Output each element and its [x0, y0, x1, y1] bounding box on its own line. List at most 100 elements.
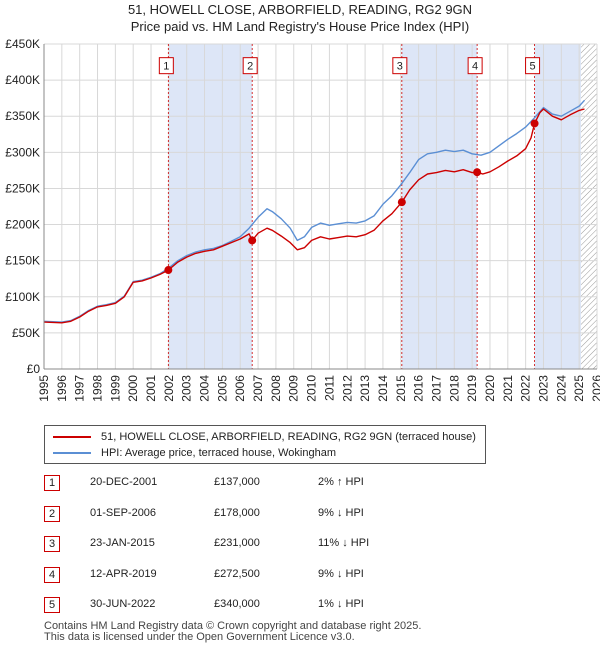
hatched-region: [580, 44, 597, 369]
sale-label-box: [158, 57, 174, 75]
sale-price: £272,500: [214, 568, 260, 580]
sale-hpi-diff: 2% ↑ HPI: [318, 476, 364, 488]
x-tick-label: 2019: [465, 375, 479, 402]
x-tick-label: 1996: [55, 375, 69, 402]
x-tick-label: 2008: [269, 375, 283, 402]
x-tick-label: 2021: [501, 375, 515, 402]
hpi-line: [43, 99, 586, 323]
sale-point: [397, 198, 406, 207]
y-tick-label: £450K: [5, 37, 40, 51]
sale-point: [473, 168, 482, 177]
legend-label-price: 51, HOWELL CLOSE, ARBORFIELD, READING, R…: [101, 431, 476, 443]
sale-date: 01-SEP-2006: [90, 507, 157, 519]
x-tick-label: 1998: [91, 375, 105, 402]
chart-subtitle: Price paid vs. HM Land Registry's House …: [130, 19, 470, 34]
x-tick-label: 2004: [198, 375, 212, 402]
sale-row: 2 01-SEP-2006 £178,000 9% ↓ HPI: [44, 504, 564, 524]
sale-date: 30-JUN-2022: [90, 598, 156, 610]
sale-hpi-diff: 9% ↓ HPI: [318, 507, 364, 519]
footer-licence: This data is licensed under the Open Gov…: [44, 631, 355, 643]
sale-label-box: [242, 57, 258, 75]
sale-row: 5 30-JUN-2022 £340,000 1% ↓ HPI: [44, 595, 564, 615]
sale-label-box: [525, 57, 541, 75]
x-tick-label: 2024: [554, 375, 568, 402]
sale-number-badge: 3: [44, 536, 60, 552]
x-tick-label: 2006: [233, 375, 247, 402]
sale-price: £340,000: [214, 598, 260, 610]
footer-copyright: Contains HM Land Registry data © Crown c…: [44, 620, 422, 632]
y-tick-label: £150K: [5, 254, 40, 268]
shaded-period: [401, 44, 478, 369]
sale-label: 3: [397, 61, 403, 73]
sale-label: 4: [472, 61, 478, 73]
legend-swatch-price: [53, 436, 91, 438]
shaded-period: [534, 44, 581, 369]
x-tick-label: 2023: [536, 375, 550, 402]
legend-label-hpi: HPI: Average price, terraced house, Woki…: [101, 447, 336, 459]
x-tick-label: 2010: [305, 375, 319, 402]
sale-date: 23-JAN-2015: [90, 537, 155, 549]
x-tick-label: 2009: [287, 375, 301, 402]
x-tick-label: 2011: [322, 375, 336, 401]
sale-number-badge: 1: [44, 475, 60, 491]
sale-label: 5: [530, 61, 536, 73]
shaded-period: [168, 44, 253, 369]
sale-number-badge: 4: [44, 567, 60, 583]
y-tick-label: £100K: [5, 290, 40, 304]
x-tick-label: 2025: [572, 375, 586, 402]
x-tick-label: 2022: [519, 375, 533, 402]
x-tick-label: 2000: [126, 375, 140, 402]
y-tick-label: £50K: [12, 326, 40, 340]
x-tick-label: 2002: [162, 375, 176, 402]
sale-label: 2: [247, 61, 253, 73]
y-tick-label: £0: [27, 362, 41, 376]
sale-hpi-diff: 11% ↓ HPI: [318, 537, 370, 549]
price-chart: 1 2 3 4 5 £0 £50K £100K £150K £200K £250K £300K £35…: [5, 37, 600, 402]
x-tick-label: 2001: [144, 375, 158, 402]
x-tick-label: 2014: [376, 375, 390, 402]
x-tick-label: 2007: [251, 375, 265, 402]
sale-price: £231,000: [214, 537, 260, 549]
legend-item-price: 51, HOWELL CLOSE, ARBORFIELD, READING, R…: [53, 429, 476, 445]
sale-row: 3 23-JAN-2015 £231,000 11% ↓ HPI: [44, 534, 564, 554]
y-tick-label: £400K: [5, 73, 40, 87]
x-tick-label: 1995: [37, 375, 51, 402]
x-tick-label: 2026: [590, 375, 600, 402]
chart-title: 51, HOWELL CLOSE, ARBORFIELD, READING, R…: [127, 2, 473, 17]
sale-row: 4 12-APR-2019 £272,500 9% ↓ HPI: [44, 565, 564, 585]
x-tick-label: 1997: [73, 375, 87, 402]
y-tick-label: £250K: [5, 181, 40, 195]
sale-hpi-diff: 1% ↓ HPI: [318, 598, 364, 610]
legend-item-hpi: HPI: Average price, terraced house, Woki…: [53, 445, 336, 461]
x-tick-label: 2017: [429, 375, 443, 402]
sale-hpi-diff: 9% ↓ HPI: [318, 568, 364, 580]
sale-date: 20-DEC-2001: [90, 476, 158, 488]
sale-label: 1: [163, 61, 169, 73]
x-tick-label: 2018: [447, 375, 461, 402]
x-tick-label: 1999: [108, 375, 122, 402]
x-tick-label: 2005: [215, 375, 229, 402]
x-tick-label: 2020: [483, 375, 497, 402]
sale-row: 1 20-DEC-2001 £137,000 2% ↑ HPI: [44, 473, 564, 493]
sale-price: £178,000: [214, 507, 260, 519]
legend-swatch-hpi: [53, 452, 91, 454]
x-tick-label: 2012: [340, 375, 354, 402]
sale-point: [164, 266, 173, 275]
x-tick-label: 2003: [180, 375, 194, 402]
chart-legend: 51, HOWELL CLOSE, ARBORFIELD, READING, R…: [44, 425, 486, 464]
sale-date: 12-APR-2019: [90, 568, 157, 580]
sale-point: [530, 119, 539, 128]
price-paid-line: [43, 108, 585, 324]
y-tick-label: £350K: [5, 109, 40, 123]
y-tick-label: £300K: [5, 145, 40, 159]
x-tick-label: 2013: [358, 375, 372, 402]
sale-number-badge: 5: [44, 597, 60, 613]
sale-price: £137,000: [214, 476, 260, 488]
x-tick-label: 2016: [412, 375, 426, 402]
sale-label-box: [392, 57, 408, 75]
x-tick-label: 2015: [394, 375, 408, 402]
sale-label-box: [467, 57, 483, 75]
sale-point: [248, 236, 257, 245]
sale-number-badge: 2: [44, 506, 60, 522]
y-tick-label: £200K: [5, 218, 40, 232]
